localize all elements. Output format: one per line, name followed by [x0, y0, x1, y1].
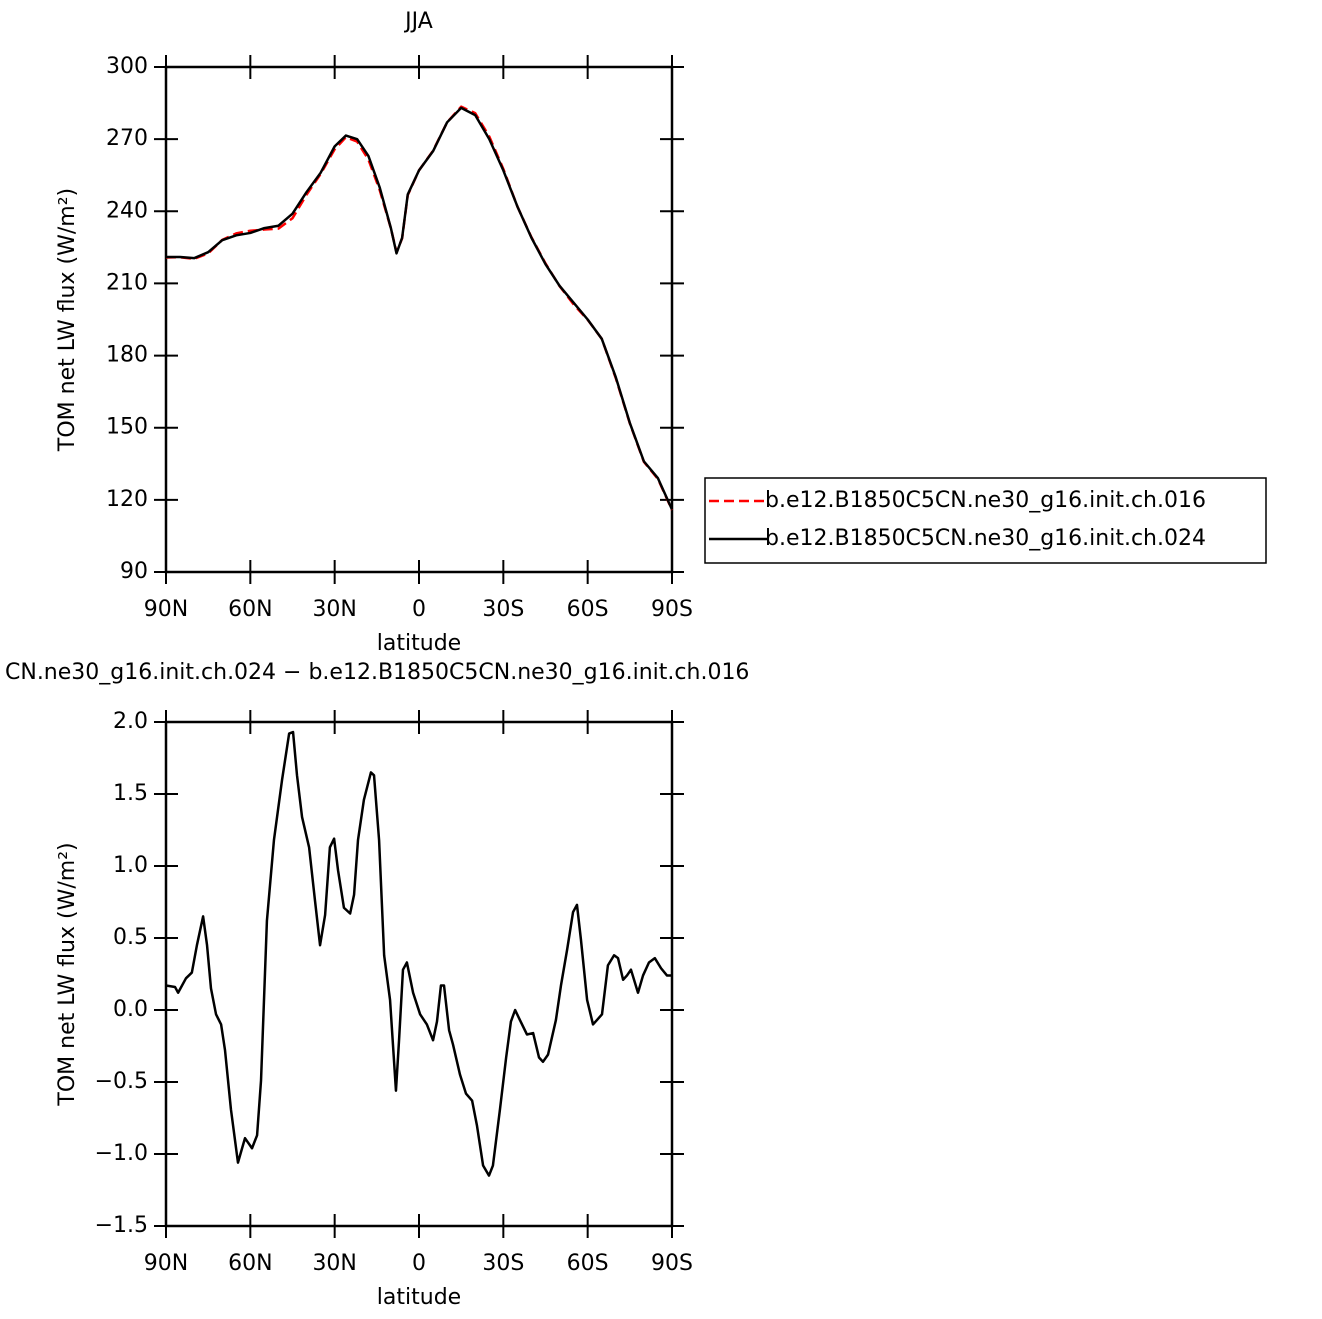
- plot-frame: [164, 720, 674, 1228]
- chart-title: JJA: [403, 9, 433, 34]
- x-tick-label: 60N: [228, 1251, 272, 1276]
- data-line: [165, 730, 672, 1177]
- x-axis-label: latitude: [377, 631, 461, 656]
- x-tick-label: 60S: [567, 1251, 609, 1276]
- x-tick-label: 60N: [228, 597, 272, 622]
- x-tick-label: 0: [412, 597, 426, 622]
- y-tick-label: 0.5: [113, 925, 148, 950]
- chart-title: CN.ne30_g16.init.ch.024 − b.e12.B1850C5C…: [5, 660, 749, 685]
- legend-label: b.e12.B1850C5CN.ne30_g16.init.ch.016: [765, 488, 1206, 513]
- y-tick-label: −0.5: [95, 1069, 148, 1094]
- y-tick-label: 300: [106, 54, 148, 79]
- y-axis-label: TOM net LW flux (W/m²): [55, 188, 80, 452]
- x-tick-label: 0: [412, 1251, 426, 1276]
- x-tick-label: 90S: [651, 1251, 693, 1276]
- x-tick-label: 60S: [567, 597, 609, 622]
- y-tick-label: 210: [106, 270, 148, 295]
- y-tick-label: 270: [106, 126, 148, 151]
- y-tick-label: 1.0: [113, 853, 148, 878]
- x-axis-label: latitude: [377, 1285, 461, 1310]
- y-tick-label: 90: [120, 559, 148, 584]
- y-tick-label: 2.0: [113, 709, 148, 734]
- data-line: [166, 106, 674, 510]
- y-tick-label: 1.5: [113, 781, 148, 806]
- y-tick-label: −1.5: [95, 1213, 148, 1238]
- y-tick-label: −1.0: [95, 1141, 148, 1166]
- x-tick-label: 90N: [144, 597, 188, 622]
- x-tick-label: 30N: [312, 597, 356, 622]
- legend-label: b.e12.B1850C5CN.ne30_g16.init.ch.024: [765, 526, 1206, 551]
- x-tick-label: 30N: [312, 1251, 356, 1276]
- x-tick-label: 90N: [144, 1251, 188, 1276]
- x-tick-label: 30S: [482, 1251, 524, 1276]
- y-tick-label: 120: [106, 487, 148, 512]
- x-tick-label: 30S: [482, 597, 524, 622]
- data-line: [165, 105, 674, 511]
- y-tick-label: 180: [106, 343, 148, 368]
- y-tick-label: 240: [106, 198, 148, 223]
- y-axis-label: TOM net LW flux (W/m²): [55, 842, 80, 1106]
- legend-box: [704, 477, 1267, 564]
- y-tick-label: 0.0: [113, 997, 148, 1022]
- x-tick-label: 90S: [651, 597, 693, 622]
- y-tick-label: 150: [106, 415, 148, 440]
- plot-frame: [164, 65, 674, 574]
